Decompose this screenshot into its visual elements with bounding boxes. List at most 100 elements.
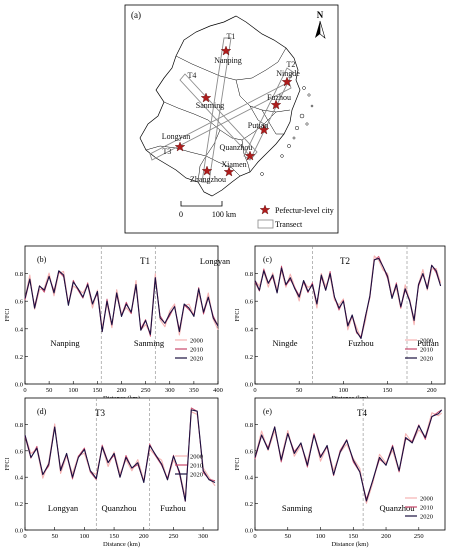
section-label: Quanzhou bbox=[102, 503, 138, 513]
y-tick-label: 0.8 bbox=[15, 271, 23, 278]
y-tick-label: 0.2 bbox=[15, 354, 23, 361]
section-label: Quanzhou bbox=[380, 503, 416, 513]
x-axis-label: Distance (km) bbox=[331, 541, 368, 548]
section-label: Fuzhou bbox=[160, 503, 186, 513]
y-axis-label: FFCI bbox=[5, 458, 11, 471]
city-label-nanping: Nanping bbox=[214, 56, 242, 65]
legend-label: 2000 bbox=[420, 337, 433, 344]
legend-label: 2000 bbox=[190, 337, 203, 344]
y-tick-label: 0.8 bbox=[245, 422, 253, 429]
transect-charts: (b) T1 Nanping Sanming Longyan 0.0 0.2 0.4 0.6 0.… bbox=[5, 245, 446, 548]
transect-t1 bbox=[201, 37, 232, 183]
transect-label-t4: T4 bbox=[188, 71, 197, 80]
x-tick-label: 300 bbox=[165, 387, 175, 394]
province-outline bbox=[139, 15, 301, 197]
chart-legend: 2000 2010 2020 bbox=[175, 453, 203, 478]
city-markers bbox=[174, 45, 293, 177]
y-tick-label: 0.6 bbox=[15, 299, 24, 306]
legend-label: 2020 bbox=[190, 471, 203, 478]
chart-panel-t3: (d) T3 Longyan Quanzhou Fuzhou 0.0 0.2 0.4 0.6 0.… bbox=[5, 397, 219, 548]
north-arrow-icon: N bbox=[315, 10, 326, 39]
transect-t2 bbox=[243, 67, 294, 161]
transect-title: T4 bbox=[357, 408, 367, 418]
plot-area bbox=[254, 397, 446, 531]
x-tick-label: 400 bbox=[213, 387, 223, 394]
y-tick-label: 0.0 bbox=[245, 528, 253, 535]
x-tick-label: 100 bbox=[68, 387, 78, 394]
x-tick-label: 100 bbox=[316, 533, 326, 540]
x-tick-label: 0 bbox=[253, 387, 256, 394]
city-star-quanzhou bbox=[244, 150, 256, 161]
transect-t4 bbox=[179, 73, 258, 159]
y-tick-label: 0.0 bbox=[15, 528, 23, 535]
panel-label: (e) bbox=[263, 407, 272, 416]
legend-label: 2000 bbox=[190, 453, 203, 460]
legend-city-label: Pefectur-level city bbox=[275, 206, 334, 215]
legend-label: 2010 bbox=[190, 346, 203, 353]
map-legend: Pefectur-level city Transect bbox=[257, 204, 334, 229]
x-tick-label: 0 bbox=[23, 387, 26, 394]
legend-label: 2020 bbox=[420, 513, 433, 520]
x-tick-label: 50 bbox=[46, 387, 53, 394]
x-tick-label: 0 bbox=[23, 533, 26, 540]
plot-area bbox=[24, 397, 219, 531]
legend-city-star-icon bbox=[259, 204, 271, 215]
legend-label: 2020 bbox=[190, 355, 203, 362]
series-line-2020 bbox=[24, 270, 219, 335]
transect-labels: T1 T2 T3 T4 bbox=[163, 32, 296, 156]
plot-area bbox=[254, 245, 446, 385]
city-star-longyan bbox=[174, 141, 186, 152]
section-label: Nanping bbox=[50, 338, 80, 348]
x-tick-label: 100 bbox=[80, 533, 90, 540]
city-label-zhangzhou: Zhangzhou bbox=[190, 175, 226, 184]
city-star-nanping bbox=[220, 45, 232, 56]
scale-bar: 0 100 km bbox=[179, 201, 237, 219]
transect-title: T1 bbox=[140, 256, 150, 266]
y-tick-label: 0.6 bbox=[245, 448, 254, 455]
city-star-fuzhou bbox=[270, 99, 282, 110]
coastal-islands bbox=[260, 86, 314, 176]
legend-label: 2010 bbox=[420, 504, 433, 511]
city-label-sanming: Sanming bbox=[196, 101, 224, 110]
city-star-sanming bbox=[200, 92, 212, 103]
y-axis-label: FFCI bbox=[235, 458, 241, 471]
panel-label: (c) bbox=[263, 255, 272, 264]
x-tick-label: 200 bbox=[381, 533, 391, 540]
legend-transect-swatch bbox=[257, 219, 274, 229]
city-label-putian: Putian bbox=[248, 121, 268, 130]
legend-label: 2010 bbox=[190, 462, 203, 469]
section-label: Longyan bbox=[200, 256, 231, 266]
x-tick-label: 200 bbox=[427, 387, 437, 394]
chart-legend: 2000 2010 2020 bbox=[405, 495, 433, 520]
y-tick-label: 0.2 bbox=[15, 501, 23, 508]
x-tick-label: 150 bbox=[109, 533, 119, 540]
x-tick-label: 250 bbox=[414, 533, 424, 540]
x-tick-label: 50 bbox=[285, 533, 292, 540]
section-label: Fuzhou bbox=[348, 338, 374, 348]
legend-label: 2010 bbox=[420, 346, 433, 353]
y-tick-label: 0.4 bbox=[245, 475, 254, 482]
transect-title: T3 bbox=[95, 408, 105, 418]
section-label: Sanming bbox=[134, 338, 165, 348]
x-tick-label: 50 bbox=[296, 387, 303, 394]
y-tick-label: 0.6 bbox=[245, 299, 254, 306]
y-tick-label: 0.4 bbox=[15, 326, 24, 333]
x-tick-label: 100 bbox=[338, 387, 348, 394]
transects bbox=[149, 37, 294, 183]
y-tick-label: 0.0 bbox=[245, 382, 253, 389]
map-panel: (a) N bbox=[124, 4, 339, 234]
city-labels: Nanping Ningde Sanming Fuzhou Putian Lon… bbox=[162, 56, 300, 184]
panel-label: (b) bbox=[37, 255, 47, 264]
x-tick-label: 150 bbox=[383, 387, 393, 394]
series-line-2020 bbox=[254, 409, 443, 502]
city-label-ningde: Ningde bbox=[276, 69, 300, 78]
svg-text:N: N bbox=[317, 10, 324, 20]
series-line-2020 bbox=[254, 257, 442, 340]
city-label-fuzhou: Fuzhou bbox=[267, 93, 291, 102]
legend-label: 2020 bbox=[420, 355, 433, 362]
chart-panel-t1: (b) T1 Nanping Sanming Longyan 0.0 0.2 0.4 0.6 0.… bbox=[5, 245, 231, 402]
y-axis-label: FFCI bbox=[235, 309, 241, 322]
section-label: Putian bbox=[417, 338, 439, 348]
section-label: Sanming bbox=[282, 503, 313, 513]
